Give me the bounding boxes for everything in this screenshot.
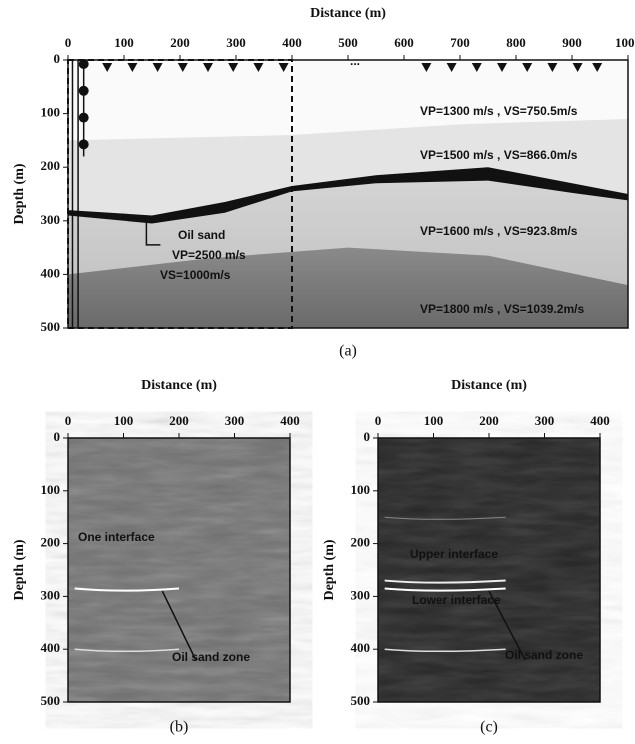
annotation: VP=1500 m/s , VS=866.0m/s xyxy=(420,148,578,162)
receiver xyxy=(446,63,457,72)
x-tick-label: 500 xyxy=(338,35,358,50)
y-tick-label: 200 xyxy=(41,158,61,173)
receiver xyxy=(278,63,289,72)
y-tick-label: 500 xyxy=(41,693,61,708)
receiver xyxy=(228,63,239,72)
annotation: Oil sand zone xyxy=(172,650,250,664)
annotation: Lower interface xyxy=(412,593,501,607)
receiver xyxy=(102,63,113,72)
y-tick-label: 400 xyxy=(351,640,371,655)
y-tick-label: 0 xyxy=(364,429,371,444)
annotation: Oil sand zone xyxy=(505,648,583,662)
annotation: VP=2500 m/s xyxy=(172,248,246,262)
x-tick-label: 200 xyxy=(169,413,189,428)
y-tick-label: 200 xyxy=(41,535,61,550)
x-tick-label: 400 xyxy=(280,413,300,428)
seismic-noise xyxy=(68,438,290,702)
x-tick-label: 300 xyxy=(226,35,246,50)
reflector xyxy=(74,648,180,653)
receiver xyxy=(421,63,432,72)
arrow xyxy=(161,590,197,661)
y-tick-label: 0 xyxy=(54,51,61,66)
receiver xyxy=(522,63,533,72)
receiver xyxy=(152,63,163,72)
x-tick-label: 100 xyxy=(114,35,134,50)
receiver xyxy=(547,63,558,72)
y-tick-label: 400 xyxy=(41,265,61,280)
annotation: VP=1300 m/s , VS=750.5m/s xyxy=(420,104,578,118)
y-tick-label: 400 xyxy=(41,640,61,655)
y-tick-label: 100 xyxy=(41,482,61,497)
y-tick-label: 200 xyxy=(351,535,371,550)
x-tick-label: 900 xyxy=(562,35,582,50)
seismic-noise xyxy=(378,438,600,702)
y-tick-label: 300 xyxy=(351,587,371,602)
x-tick-label: 1000 xyxy=(615,35,635,50)
y-axis-label: Depth (m) xyxy=(12,163,27,224)
caption: (a) xyxy=(339,343,357,360)
annotation: VS=1000m/s xyxy=(160,268,231,282)
y-axis-label: Depth (m) xyxy=(12,539,27,600)
receiver xyxy=(471,63,482,72)
panel: 0 100 200 300 400 500 600 700 800 900 1000 0 100 200 3… xyxy=(12,6,635,359)
annotation: VP=1800 m/s , VS=1039.2m/s xyxy=(420,302,584,316)
y-axis-label: Depth (m) xyxy=(322,539,337,600)
x-tick-label: 0 xyxy=(65,35,72,50)
x-tick-label: 200 xyxy=(479,413,499,428)
receiver xyxy=(203,63,213,72)
x-tick-label: 600 xyxy=(394,35,414,50)
receiver xyxy=(572,63,583,72)
arrow xyxy=(145,220,161,246)
y-tick-label: 100 xyxy=(41,105,61,120)
x-tick-label: 200 xyxy=(170,35,190,50)
reflector xyxy=(384,587,506,592)
x-tick-label: 0 xyxy=(375,413,382,428)
reflector xyxy=(74,587,180,592)
y-tick-label: 300 xyxy=(41,212,61,227)
reflector xyxy=(384,579,506,584)
x-axis-label: Distance (m) xyxy=(310,6,386,21)
caption: (c) xyxy=(480,719,498,736)
annotation: Upper interface xyxy=(410,547,498,561)
receiver xyxy=(177,63,188,72)
y-tick-label: 100 xyxy=(351,482,371,497)
receiver xyxy=(497,63,507,72)
x-tick-label: 100 xyxy=(114,413,134,428)
y-tick-label: 500 xyxy=(351,693,371,708)
receiver xyxy=(253,63,264,72)
x-tick-label: 400 xyxy=(282,35,302,50)
annotation: Oil sand xyxy=(178,228,225,242)
receiver xyxy=(127,63,138,72)
x-tick-label: 100 xyxy=(424,413,444,428)
annotation: VP=1600 m/s , VS=923.8m/s xyxy=(420,224,578,238)
panel: 0 100 200 300 400 0 100 200 300 400 500 Distance (m… xyxy=(12,378,300,735)
x-tick-label: 800 xyxy=(506,35,526,50)
x-tick-label: 300 xyxy=(225,413,245,428)
x-tick-label: 700 xyxy=(450,35,470,50)
y-tick-label: 500 xyxy=(41,319,61,334)
layer xyxy=(68,247,628,328)
annotation: ... xyxy=(350,54,360,68)
y-tick-label: 0 xyxy=(54,429,61,444)
x-tick-label: 400 xyxy=(590,413,610,428)
y-tick-label: 300 xyxy=(41,587,61,602)
receiver xyxy=(592,63,603,72)
oil-sand xyxy=(68,167,628,224)
reflector xyxy=(384,648,506,653)
caption: (b) xyxy=(170,719,189,736)
reflector xyxy=(384,516,506,520)
x-tick-label: 0 xyxy=(65,413,72,428)
x-axis-label: Distance (m) xyxy=(141,378,217,393)
panel: 0 100 200 300 400 0 100 200 300 400 500 Distance (m… xyxy=(322,378,610,735)
annotation: One interface xyxy=(78,530,155,544)
x-axis-label: Distance (m) xyxy=(451,378,527,393)
arrow xyxy=(488,590,526,661)
x-tick-label: 300 xyxy=(535,413,555,428)
